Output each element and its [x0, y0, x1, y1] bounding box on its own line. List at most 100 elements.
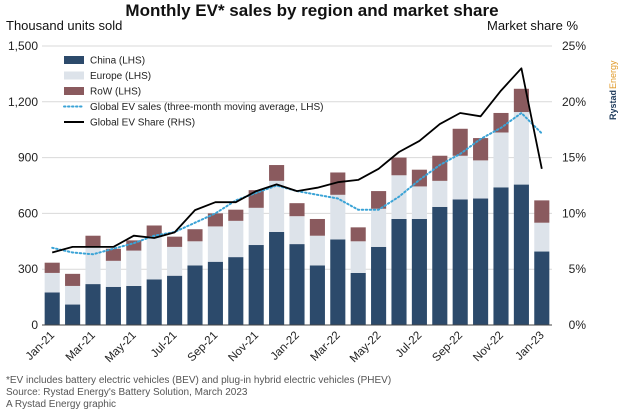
- bar-europe: [105, 260, 121, 287]
- bar-row: [146, 225, 162, 237]
- legend-label: Global EV sales (three-month moving aver…: [90, 102, 323, 113]
- bar-china: [187, 265, 203, 325]
- brand-logo: Rystad Energy: [608, 60, 618, 120]
- y-tick-label-right: 25%: [562, 39, 586, 53]
- x-tick-label: Jul-22: [394, 329, 425, 360]
- y-axis-left-title: Thousand units sold: [6, 18, 122, 33]
- bar-china: [432, 206, 448, 325]
- x-tick-label: Nov-22: [471, 329, 506, 364]
- bar-europe: [187, 241, 203, 266]
- bar-row: [207, 213, 223, 227]
- bar-china: [228, 257, 244, 325]
- lines: [51, 67, 543, 256]
- bar-china: [126, 285, 142, 325]
- bar-europe: [126, 250, 142, 286]
- bar-row: [85, 235, 101, 247]
- x-tick-label: May-21: [103, 329, 139, 365]
- bar-row: [167, 236, 183, 247]
- bar-row: [65, 273, 81, 286]
- y-tick-label-left: 300: [18, 262, 38, 276]
- x-tick-label: Sep-21: [186, 329, 221, 364]
- bar-china: [167, 275, 183, 325]
- y-tick-label-right: 5%: [569, 262, 587, 276]
- footnote-ev-definition: *EV includes battery electric vehicles (…: [6, 375, 391, 386]
- x-tick-label: Jan-21: [24, 329, 57, 362]
- chart-title: Monthly EV* sales by region and market s…: [125, 1, 498, 20]
- bar-europe: [371, 208, 387, 247]
- bar-europe: [207, 226, 223, 262]
- bar-row: [105, 248, 121, 261]
- bar-china: [44, 292, 60, 325]
- bar-europe: [432, 180, 448, 207]
- y-axis-right-title: Market share %: [487, 18, 578, 33]
- bar-china: [493, 187, 509, 325]
- x-tick-label: Jul-21: [149, 329, 180, 360]
- bar-china: [473, 198, 489, 325]
- x-tick-label: Mar-21: [64, 329, 98, 363]
- bar-europe: [309, 235, 325, 266]
- legend-swatch: [64, 87, 84, 95]
- x-tick-label: Sep-22: [430, 329, 465, 364]
- y-tick-label-right: 15%: [562, 151, 586, 165]
- bar-china: [371, 246, 387, 325]
- bar-china: [65, 304, 81, 325]
- y-tick-label-right: 20%: [562, 95, 586, 109]
- bar-europe: [85, 246, 101, 285]
- bar-china: [350, 272, 366, 325]
- footnote-source: Source: Rystad Energy's Battery Solution…: [6, 387, 248, 398]
- bar-europe: [228, 220, 244, 258]
- bar-europe: [534, 222, 550, 252]
- y-tick-label-right: 10%: [562, 206, 586, 220]
- footnote-credit: A Rystad Energy graphic: [6, 399, 116, 410]
- bar-europe: [411, 186, 427, 219]
- bar-china: [105, 286, 121, 325]
- bar-row: [371, 191, 387, 209]
- bar-china: [309, 265, 325, 325]
- bar-europe: [513, 112, 529, 185]
- y-tick-label-left: 1,200: [8, 95, 38, 109]
- bar-row: [44, 262, 60, 273]
- y-tick-label-right: 0%: [569, 318, 587, 332]
- bar-row: [289, 203, 305, 217]
- bar-china: [391, 218, 407, 325]
- bar-row: [493, 112, 509, 133]
- y-tick-label-left: 1,500: [8, 39, 38, 53]
- bar-europe: [44, 272, 60, 293]
- bar-europe: [350, 241, 366, 273]
- bars: [44, 88, 550, 325]
- bar-row: [411, 169, 427, 187]
- bar-china: [248, 245, 264, 325]
- bar-row: [391, 157, 407, 176]
- bar-row: [126, 240, 142, 251]
- legend-label: Europe (LHS): [90, 71, 151, 82]
- y-tick-label-left: 900: [18, 151, 38, 165]
- bar-row: [473, 138, 489, 161]
- bar-europe: [330, 194, 346, 240]
- bar-row: [269, 165, 285, 181]
- x-tick-label: Nov-21: [226, 329, 261, 364]
- legend-swatch: [64, 56, 84, 64]
- bar-china: [85, 284, 101, 325]
- y-tick-label-left: 0: [31, 318, 38, 332]
- x-tick-label: Jan-22: [269, 329, 302, 362]
- bar-row: [452, 128, 468, 156]
- bar-europe: [473, 160, 489, 199]
- legend-label: Global EV Share (RHS): [90, 118, 195, 129]
- bar-row: [187, 229, 203, 242]
- bar-europe: [493, 132, 509, 188]
- bar-china: [289, 244, 305, 325]
- bar-china: [534, 251, 550, 325]
- bar-china: [269, 232, 285, 325]
- bar-china: [207, 261, 223, 325]
- bar-europe: [289, 216, 305, 245]
- bar-china: [411, 218, 427, 325]
- bar-row: [534, 200, 550, 223]
- bar-row: [432, 155, 448, 181]
- legend-swatch: [64, 71, 84, 80]
- line-ev-share: [51, 67, 543, 254]
- bar-row: [309, 218, 325, 236]
- brand-name: Rystad: [608, 90, 618, 120]
- bar-europe: [269, 180, 285, 232]
- x-tick-label: Jan-23: [513, 329, 546, 362]
